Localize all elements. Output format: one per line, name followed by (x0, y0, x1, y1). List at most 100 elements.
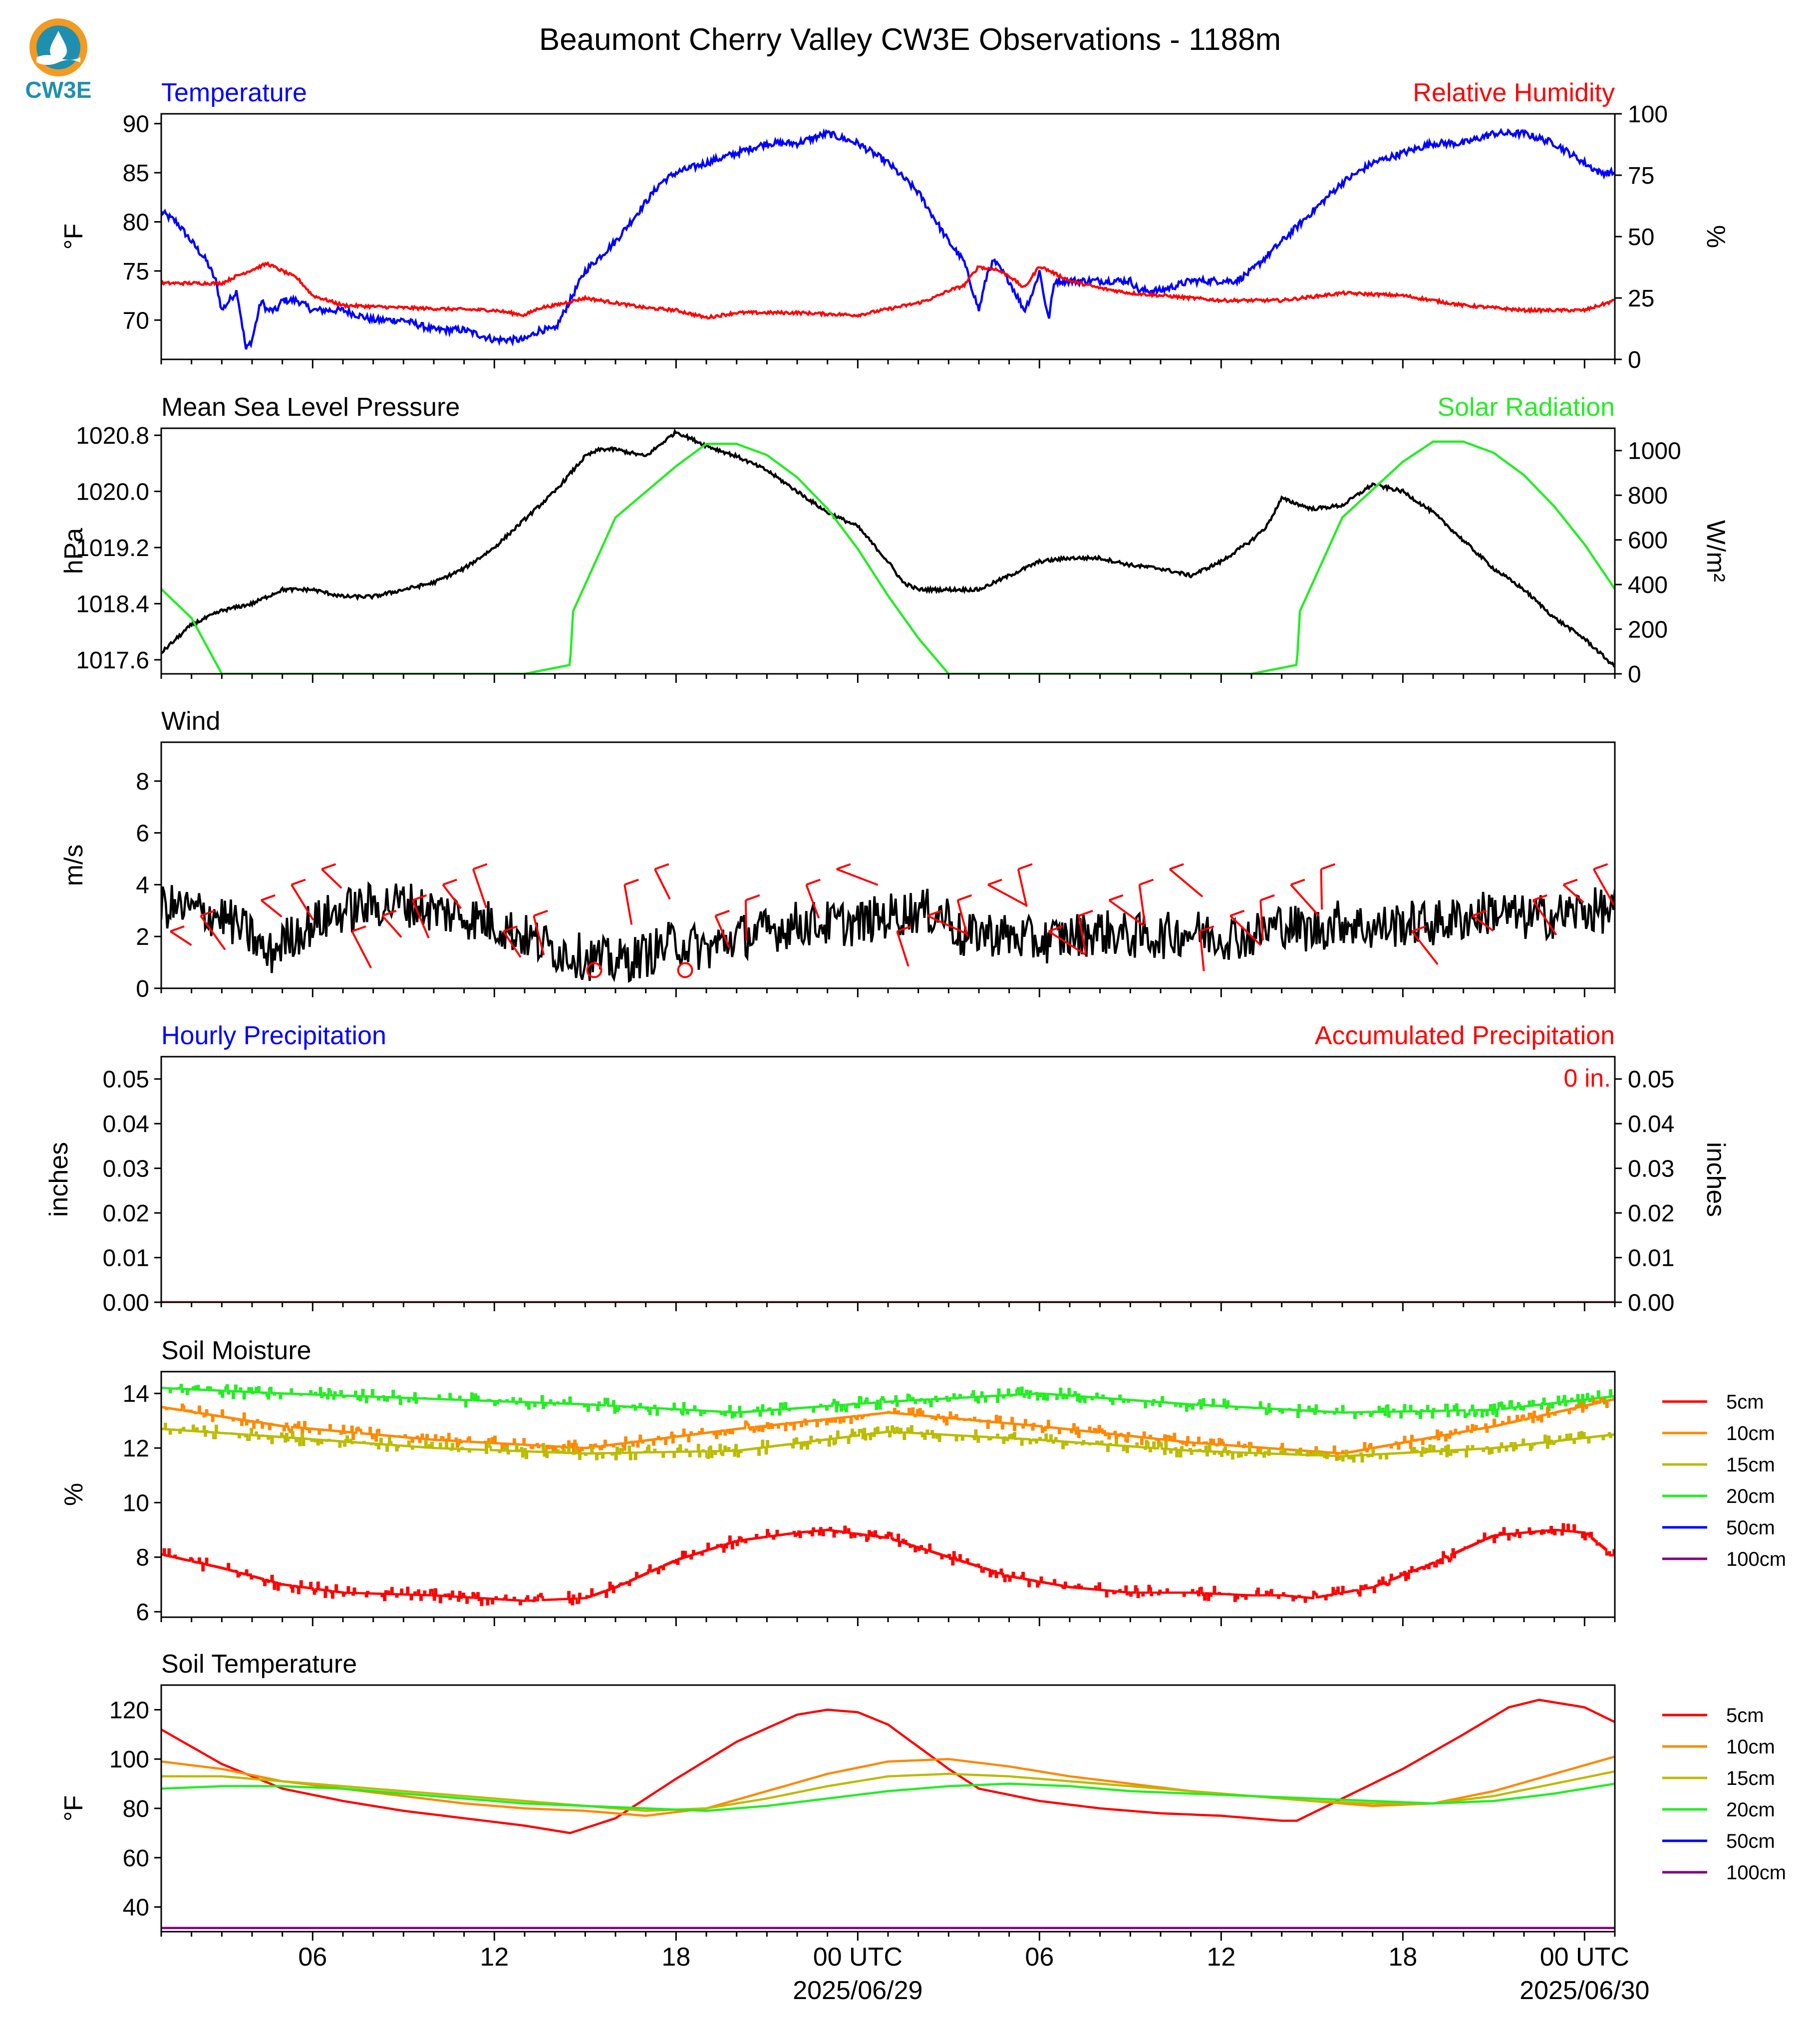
y-axis-label: hPa (59, 528, 88, 575)
y-tick-label: 40 (123, 1895, 149, 1921)
legend-label: 20cm (1726, 1799, 1775, 1821)
panel-title-left: Wind (161, 707, 220, 736)
wind-barb (411, 899, 430, 938)
plot-frame (160, 1371, 1616, 1618)
wind-barb-feather (745, 894, 760, 901)
wind-barb (502, 930, 522, 958)
y-right-tick-label: 0.01 (1628, 1245, 1674, 1272)
wind-barb (654, 869, 671, 900)
x-tick-label: 06 (1025, 1943, 1054, 1972)
wind-barb (200, 915, 226, 950)
wind-barb-feather (987, 878, 1002, 886)
cw3e-logo: CW3E (25, 18, 91, 103)
legend-label: 5cm (1726, 1391, 1764, 1413)
y-tick-label: 70 (123, 307, 149, 334)
panel-wind: Wind 8 6 4 2 0 m/s (59, 707, 1616, 1002)
panel-title-right: Relative Humidity (1413, 78, 1615, 107)
wind-barb-feather (1411, 925, 1427, 932)
wind-barb-feather (836, 863, 851, 870)
y-tick-label: 14 (123, 1381, 149, 1408)
series-line (161, 1770, 1615, 1812)
wind-barb-feather (200, 909, 215, 917)
y-right-tick-label: 0 (1628, 661, 1641, 688)
wind-barb (1229, 915, 1262, 946)
legend-label: 50cm (1726, 1830, 1775, 1852)
wind-barb-calm (586, 962, 603, 978)
legend-label: 5cm (1726, 1705, 1764, 1727)
y-tick-label: 0 (136, 976, 149, 1002)
panel-title-left: Soil Moisture (161, 1336, 311, 1365)
y-axis-label: inches (44, 1142, 73, 1217)
wind-barb-feather (351, 925, 366, 932)
x-tick-label: 06 (298, 1943, 327, 1972)
wind-barb-feather (1532, 894, 1547, 901)
series-line (161, 1384, 1615, 1420)
wind-barb (1532, 899, 1557, 936)
wind-barb (291, 884, 314, 921)
wind-barb (1017, 869, 1028, 907)
plot-frame (160, 1056, 1616, 1303)
panel-soil_temperature: Soil Temperature 120 100 80 60 40 °F 5cm 10cm 15c… (59, 1650, 1786, 1941)
series-line (161, 428, 1615, 668)
y-right-tick-label: 0.04 (1628, 1111, 1674, 1138)
wind-barb-feather (1260, 894, 1275, 901)
wind-barb (987, 883, 1027, 906)
wind-barb (1108, 899, 1145, 927)
legend-label: 100cm (1726, 1862, 1786, 1884)
plot-frame (160, 427, 1616, 675)
series-group (161, 1699, 1615, 1929)
panel-title-left: Mean Sea Level Pressure (161, 393, 460, 422)
y-tick-label: 120 (109, 1697, 149, 1724)
wind-barb-feather (1109, 894, 1124, 901)
wind-barb (744, 900, 748, 941)
y-tick-label: 75 (123, 259, 149, 285)
y-axis-label: °F (59, 1795, 88, 1822)
legend-label: 10cm (1726, 1736, 1775, 1758)
series-group (161, 128, 1615, 350)
x-tick-label: 12 (1207, 1943, 1235, 1972)
wind-barb (896, 931, 910, 967)
wind-barb (1472, 915, 1494, 932)
y-tick-label: 1017.6 (76, 647, 149, 674)
wind-barb-feather (382, 909, 397, 917)
series-line (161, 128, 1615, 350)
panel-title-right: Accumulated Precipitation (1315, 1021, 1615, 1050)
series-line (161, 1397, 1615, 1461)
y-right-tick-label: 0.00 (1628, 1290, 1674, 1316)
y-tick-label: 8 (136, 769, 149, 795)
wind-barb (472, 869, 488, 908)
series-line (161, 261, 1615, 320)
y-tick-label: 6 (136, 1599, 149, 1626)
series-line (161, 440, 1615, 674)
series-line (161, 881, 1615, 983)
y-right-tick-label: 0 (1628, 347, 1641, 373)
wind-barb (1290, 884, 1320, 917)
wind-barb (956, 900, 969, 937)
series-group (161, 881, 1615, 983)
wind-barb (836, 868, 879, 886)
y-tick-label: 1020.0 (76, 479, 149, 506)
y-tick-label: 12 (123, 1436, 149, 1462)
y-right-tick-label: 25 (1628, 286, 1654, 312)
wind-barb-feather (897, 925, 911, 932)
x-tick-label: 00 UTC (1540, 1943, 1629, 1972)
wind-barb-feather (503, 925, 518, 932)
y-tick-label: 6 (136, 821, 149, 847)
wind-barb-feather (1139, 878, 1154, 886)
legend-label: 15cm (1726, 1767, 1775, 1789)
x-tick-label: 18 (661, 1943, 690, 1972)
panel-pressure: Mean Sea Level Pressure Solar Radiation 10… (59, 393, 1730, 688)
wind-barb-feather (533, 909, 548, 917)
x-tick-label: 00 UTC (813, 1943, 903, 1972)
wind-barb-feather (927, 909, 942, 917)
wind-barb (714, 915, 730, 948)
wind-barb (1078, 915, 1087, 955)
series-group (161, 1384, 1615, 1606)
wind-barb (805, 884, 820, 919)
y-right-axis-label: % (1701, 225, 1730, 248)
precip-total-annotation: 0 in. (1563, 1064, 1611, 1092)
wind-barb (1259, 900, 1264, 941)
wind-barb-feather (321, 863, 336, 870)
y-tick-label: 90 (123, 111, 149, 138)
